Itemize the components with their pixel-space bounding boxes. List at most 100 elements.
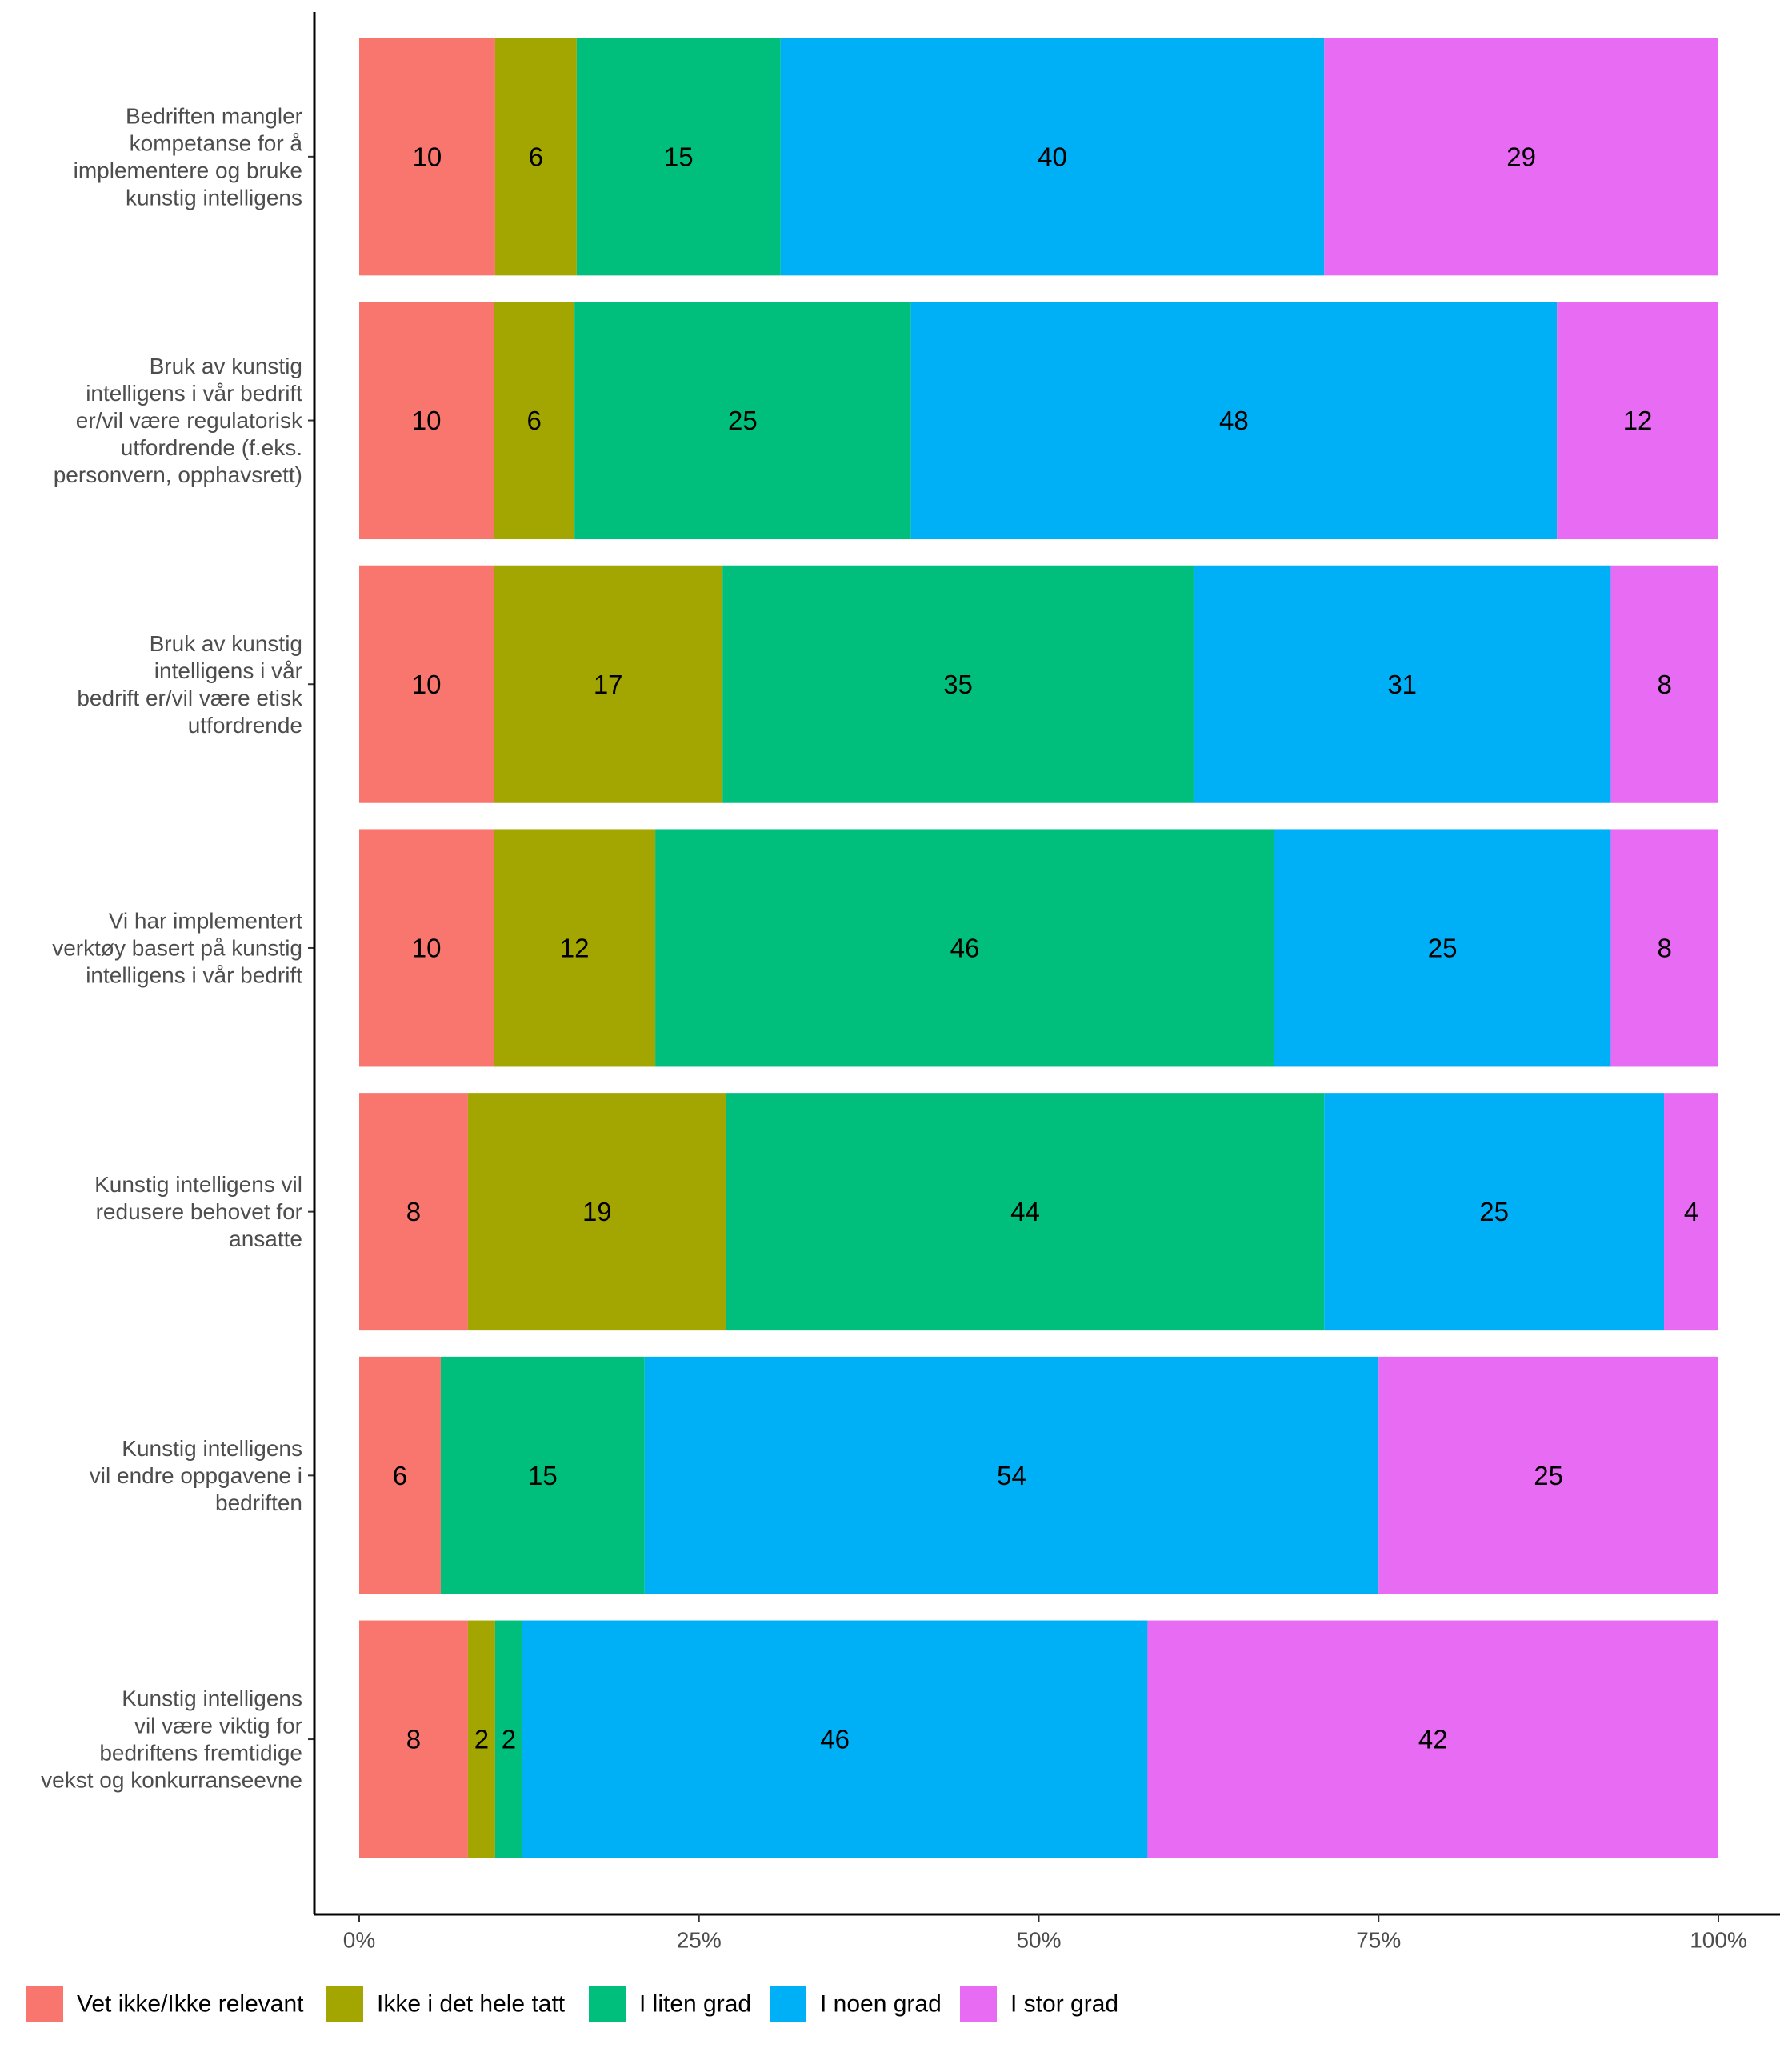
- bar-segment: [722, 565, 1194, 803]
- data-label: 25: [728, 406, 758, 435]
- y-tick-label: bedrift er/vil være etisk: [77, 686, 303, 710]
- bar-segment: [359, 38, 495, 276]
- bar-segment: [655, 829, 1274, 1067]
- y-tick-label: bedriftens fremtidige: [99, 1741, 302, 1766]
- data-label: 4: [1684, 1197, 1698, 1226]
- data-label: 6: [529, 142, 543, 171]
- y-tick-label: Bedriften mangler: [126, 103, 302, 128]
- data-label: 10: [413, 142, 442, 171]
- legend-label: I noen grad: [820, 1991, 942, 2018]
- bar-segment: [574, 302, 911, 540]
- data-label: 10: [412, 933, 442, 962]
- x-tick-label: 25%: [677, 1928, 722, 1953]
- y-tick-label: utfordrende: [188, 713, 302, 738]
- y-tick-label: vekst og konkurranseevne: [41, 1768, 302, 1793]
- bar-segment: [494, 302, 575, 540]
- data-label: 46: [820, 1725, 850, 1754]
- legend-label: Vet ikke/Ikke relevant: [77, 1991, 304, 2018]
- legend-swatch: [770, 1986, 806, 2022]
- bar-segment: [1378, 1356, 1718, 1594]
- data-label: 25: [1479, 1197, 1509, 1226]
- data-label: 12: [560, 933, 590, 962]
- bar-segment: [359, 1620, 468, 1858]
- y-tick-label: Kunstig intelligens: [122, 1436, 302, 1461]
- bar-segment: [910, 302, 1558, 540]
- y-tick-label: er/vil være regulatorisk: [76, 408, 303, 433]
- bar-segment: [467, 1620, 495, 1858]
- data-label: 10: [412, 406, 442, 435]
- y-tick-label: vil være viktig for: [134, 1714, 302, 1738]
- bar-segment: [359, 565, 494, 803]
- bar-segment: [467, 1093, 726, 1331]
- y-tick-label: ansatte: [229, 1226, 302, 1251]
- legend-label: Ikke i det hele tatt: [377, 1991, 566, 2018]
- bar-segment: [494, 829, 656, 1067]
- legend-swatch: [326, 1986, 363, 2022]
- data-label: 48: [1219, 406, 1249, 435]
- data-label: 15: [528, 1461, 558, 1490]
- y-tick-label: redusere behovet for: [96, 1199, 302, 1224]
- legend-swatch: [26, 1986, 63, 2022]
- y-tick-label: verktøy basert på kunstig: [52, 935, 302, 960]
- bar-segment: [576, 38, 781, 276]
- bar-segment: [494, 565, 723, 803]
- bar-segment: [359, 1093, 468, 1331]
- y-tick-label: implementere og bruke: [74, 158, 302, 182]
- data-label: 31: [1387, 670, 1417, 699]
- legend-swatch: [960, 1986, 997, 2022]
- bar-segment: [1610, 829, 1718, 1067]
- data-label: 25: [1534, 1461, 1563, 1490]
- y-tick-label: personvern, opphavsrett): [54, 462, 302, 487]
- x-tick-label: 0%: [343, 1928, 375, 1953]
- data-label: 35: [943, 670, 973, 699]
- bar-segment: [1147, 1620, 1718, 1858]
- x-tick-label: 75%: [1356, 1928, 1401, 1953]
- data-label: 42: [1418, 1725, 1448, 1754]
- bar-segment: [1274, 829, 1611, 1067]
- y-tick-label: bedriften: [215, 1490, 302, 1515]
- y-tick-label: Kunstig intelligens vil: [94, 1172, 302, 1197]
- y-tick-label: intelligens i vår bedrift: [86, 381, 302, 406]
- y-tick-label: vil endre oppgavene i: [90, 1463, 302, 1488]
- data-label: 54: [997, 1461, 1026, 1490]
- data-label: 8: [406, 1725, 421, 1754]
- y-tick-label: Bruk av kunstig: [150, 354, 302, 378]
- bar-segment: [1610, 565, 1718, 803]
- data-label: 2: [502, 1725, 516, 1754]
- bar-segment: [494, 1620, 522, 1858]
- bar-segment: [359, 302, 494, 540]
- data-label: 19: [582, 1197, 612, 1226]
- data-label: 46: [950, 933, 980, 962]
- y-tick-label: Vi har implementert: [109, 908, 302, 933]
- data-label: 40: [1038, 142, 1067, 171]
- data-label: 17: [594, 670, 623, 699]
- bar-segment: [1664, 1093, 1718, 1331]
- data-label: 6: [393, 1461, 407, 1490]
- data-label: 6: [527, 406, 542, 435]
- bar-segment: [1324, 1093, 1665, 1331]
- x-tick-label: 50%: [1016, 1928, 1061, 1953]
- bar-segment: [780, 38, 1325, 276]
- y-tick-label: utfordrende (f.eks.: [121, 435, 302, 460]
- data-label: 29: [1506, 142, 1536, 171]
- y-tick-label: Bruk av kunstig: [150, 631, 302, 656]
- x-tick-label: 100%: [1690, 1928, 1747, 1953]
- data-label: 10: [412, 670, 442, 699]
- y-tick-label: kunstig intelligens: [126, 185, 302, 210]
- data-label: 8: [1658, 670, 1672, 699]
- data-label: 8: [406, 1197, 421, 1226]
- data-label: 44: [1010, 1197, 1040, 1226]
- bar-segment: [726, 1093, 1325, 1331]
- bar-segment: [1324, 38, 1718, 276]
- bar-segment: [359, 1356, 441, 1594]
- y-tick-label: kompetanse for å: [130, 130, 303, 155]
- data-label: 2: [474, 1725, 489, 1754]
- data-label: 25: [1428, 933, 1458, 962]
- bar-segment: [494, 38, 577, 276]
- bar-segment: [1193, 565, 1611, 803]
- legend-label: I liten grad: [639, 1991, 751, 2018]
- legend-label: I stor grad: [1010, 1991, 1118, 2018]
- bar-segment: [1557, 302, 1718, 540]
